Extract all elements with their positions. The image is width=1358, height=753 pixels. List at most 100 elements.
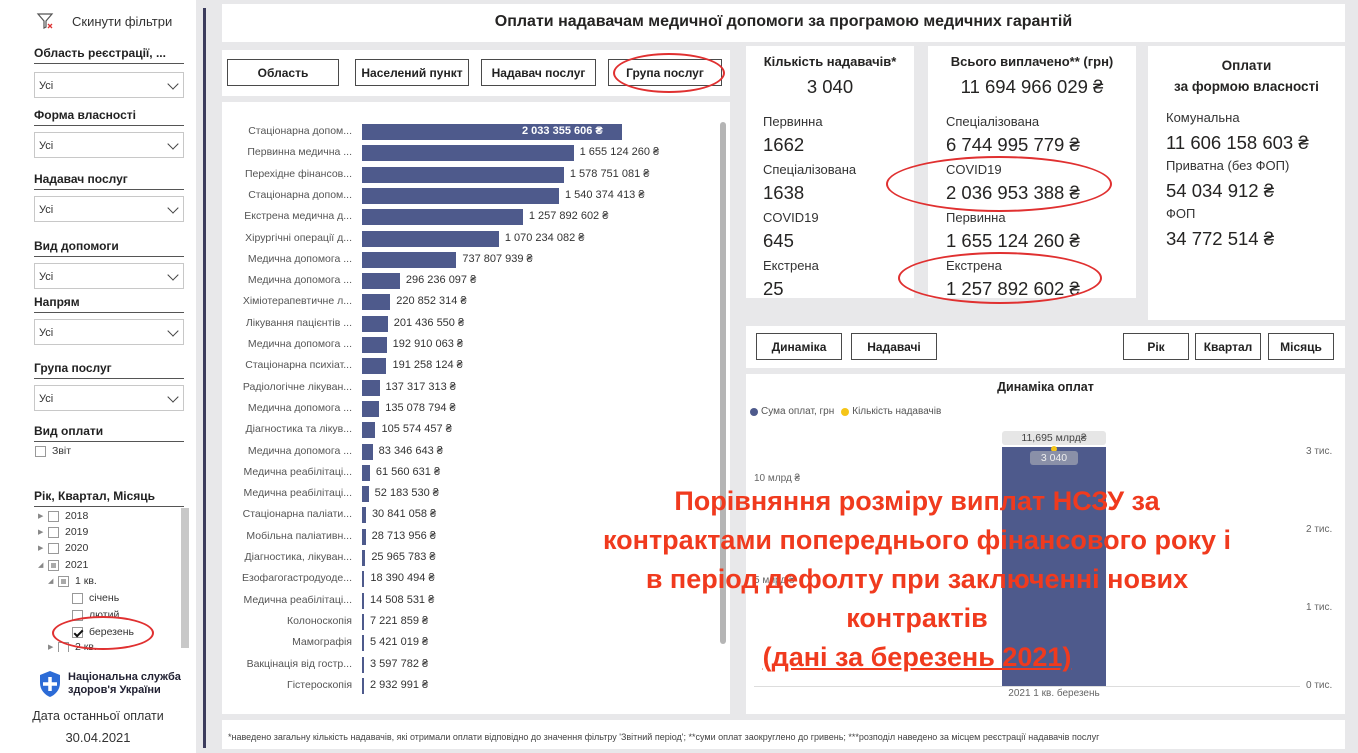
filter-select-service-group[interactable]: Усі xyxy=(34,385,184,411)
bar[interactable] xyxy=(362,294,391,311)
checkbox[interactable] xyxy=(35,445,46,457)
expand-icon[interactable]: ▶ xyxy=(38,513,44,520)
bar[interactable] xyxy=(362,656,364,673)
tree-label: 1 кв. xyxy=(75,575,97,587)
bar[interactable] xyxy=(362,443,373,460)
view-button-locality[interactable]: Населений пункт xyxy=(355,59,469,86)
filter-label-payment-type: Вид оплати xyxy=(34,424,184,442)
tree-label: 2020 xyxy=(65,542,89,554)
quarter-button[interactable]: Квартал xyxy=(1195,333,1261,360)
bar[interactable] xyxy=(362,464,370,481)
kpi-label: Спеціалізована xyxy=(946,114,1040,129)
bar-value-label: 135 078 794 ₴ xyxy=(385,401,456,414)
bar[interactable] xyxy=(362,677,364,694)
bar[interactable] xyxy=(362,550,366,566)
bar-value-label: 191 258 124 ₴ xyxy=(392,359,463,372)
bar-value-label: 30 841 058 ₴ xyxy=(371,508,437,521)
tree-item-2019[interactable]: ▶ 2019 xyxy=(38,526,88,538)
reset-filters-button[interactable]: Скинути фільтри xyxy=(36,12,172,30)
checkbox[interactable] xyxy=(48,510,59,522)
view-button-region[interactable]: Область xyxy=(227,59,339,86)
filter-select-provider[interactable]: Усі xyxy=(34,196,184,222)
dynamics-button[interactable]: Динаміка xyxy=(756,333,842,360)
bar-category-label: Мамографія xyxy=(292,636,352,649)
bar-category-label: Колоноскопія xyxy=(287,614,352,627)
bar-value-label: 296 236 097 ₴ xyxy=(405,274,477,287)
bar[interactable] xyxy=(362,273,400,290)
bar[interactable] xyxy=(362,635,364,652)
year-button[interactable]: Рік xyxy=(1123,333,1189,360)
bar[interactable] xyxy=(362,571,365,588)
checkbox[interactable] xyxy=(48,526,59,538)
checkbox-report[interactable]: Звіт xyxy=(35,445,71,457)
tree-item-q1[interactable]: ◢ 1 кв. xyxy=(48,575,97,587)
kpi-label: Комунальна xyxy=(1166,110,1240,125)
tree-item-2018[interactable]: ▶ 2018 xyxy=(38,510,88,522)
bar-category-label: Лікування пацієнтів ... xyxy=(245,316,352,329)
last-payment-label: Дата останньої оплати xyxy=(32,709,164,723)
providers-button[interactable]: Надавачі xyxy=(851,333,937,360)
bar[interactable] xyxy=(362,251,457,268)
tree-scrollbar[interactable] xyxy=(181,508,189,648)
bar[interactable] xyxy=(362,379,380,396)
bar[interactable] xyxy=(362,486,369,503)
bar[interactable] xyxy=(362,528,366,545)
tree-item-january[interactable]: січень xyxy=(72,592,119,604)
chevron-down-icon xyxy=(167,202,179,214)
bar-value-label: 2 932 991 ₴ xyxy=(370,678,429,691)
y2-tick: 0 тис. xyxy=(1306,680,1333,691)
bar[interactable] xyxy=(362,358,387,375)
filter-select-region[interactable]: Усі xyxy=(34,72,184,98)
bar[interactable] xyxy=(362,209,523,226)
highlight-circle xyxy=(886,156,1112,212)
expand-icon[interactable]: ▶ xyxy=(38,529,44,536)
collapse-icon[interactable]: ◢ xyxy=(38,562,44,569)
bar-category-label: Діагностика та лікув... xyxy=(245,423,352,436)
bar-category-label: Езофагогастродуоде... xyxy=(242,572,352,585)
filter-select-direction[interactable]: Усі xyxy=(34,319,184,345)
month-button[interactable]: Місяць xyxy=(1268,333,1334,360)
providers-dot[interactable] xyxy=(1051,445,1057,452)
scrollbar-thumb[interactable] xyxy=(181,508,189,648)
expand-icon[interactable]: ▶ xyxy=(48,644,54,651)
bar[interactable] xyxy=(362,166,564,183)
bar[interactable] xyxy=(362,422,376,439)
checkbox[interactable] xyxy=(58,575,69,587)
checkbox[interactable] xyxy=(48,559,59,571)
bar[interactable] xyxy=(362,315,388,332)
kpi-label: Первинна xyxy=(763,114,823,129)
expand-icon[interactable]: ▶ xyxy=(38,545,44,552)
kpi-value: 645 xyxy=(763,230,794,251)
bar[interactable] xyxy=(362,337,387,353)
bar-category-label: Медична допомога ... xyxy=(247,444,352,457)
bar-category-label: Медична допомога ... xyxy=(247,401,352,414)
filter-select-ownership[interactable]: Усі xyxy=(34,132,184,158)
bar[interactable] xyxy=(362,592,364,609)
bar-value-label: 25 965 783 ₴ xyxy=(371,551,436,563)
legend-dot-icon xyxy=(841,407,850,416)
y2-tick: 2 тис. xyxy=(1306,524,1333,535)
filter-select-care-type[interactable]: Усі xyxy=(34,263,184,289)
bar[interactable] xyxy=(362,613,364,630)
bar[interactable] xyxy=(362,145,574,162)
bar[interactable] xyxy=(362,400,380,417)
bar-category-label: Первинна медична ... xyxy=(247,146,352,159)
tree-item-2021[interactable]: ◢ 2021 xyxy=(38,559,88,571)
bar[interactable] xyxy=(362,187,559,204)
chart-scrollbar[interactable] xyxy=(720,122,726,644)
checkbox[interactable] xyxy=(72,592,83,604)
shield-icon xyxy=(40,671,60,697)
bar[interactable] xyxy=(362,507,366,524)
dynamics-bar[interactable] xyxy=(1002,447,1106,686)
overlay-line: (дані за березень 2021) xyxy=(762,642,1072,672)
chevron-down-icon xyxy=(167,138,179,150)
overlay-line: Порівняння розміру виплат НСЗУ за xyxy=(674,486,1160,516)
x-axis-line xyxy=(754,686,1300,687)
bar-value-label: 28 713 956 ₴ xyxy=(371,529,436,542)
view-button-provider[interactable]: Надавач послуг xyxy=(481,59,596,86)
tree-item-2020[interactable]: ▶ 2020 xyxy=(38,542,88,554)
checkbox[interactable] xyxy=(48,542,59,554)
bar[interactable] xyxy=(362,230,499,247)
bar[interactable] xyxy=(362,124,622,140)
collapse-icon[interactable]: ◢ xyxy=(48,578,54,585)
